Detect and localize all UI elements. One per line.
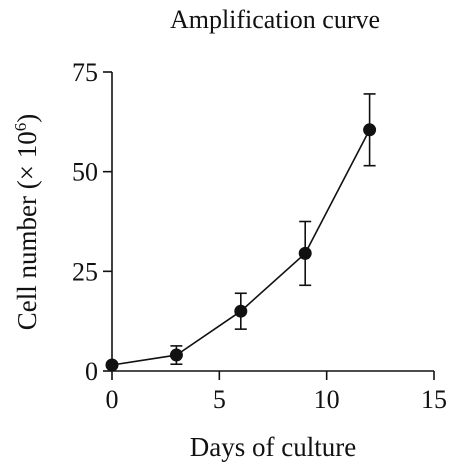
y-axis-label-end: ): [12, 114, 42, 123]
y-tick-label: 25: [72, 257, 98, 286]
chart-title: Amplification curve: [170, 5, 380, 34]
data-point: [105, 358, 119, 372]
axes: 0 5 10 15 0 25 50 75: [72, 58, 447, 414]
y-axis-label-main: Cell number (× 10: [12, 131, 42, 330]
data-point: [169, 348, 183, 362]
x-tick-label: 15: [421, 385, 447, 414]
data-point: [298, 246, 312, 260]
y-tick-label: 50: [72, 158, 98, 187]
y-axis-label-superscript: 6: [11, 123, 30, 132]
y-tick-label: 75: [72, 58, 98, 87]
x-tick-label: 0: [106, 385, 119, 414]
x-tick-label: 10: [314, 385, 340, 414]
data-point: [363, 123, 377, 137]
data-point: [234, 304, 248, 318]
x-axis-label: Days of culture: [190, 432, 356, 462]
y-axis-label: Cell number (× 106): [11, 114, 42, 330]
y-tick-label: 0: [85, 357, 98, 386]
data-series: [105, 93, 377, 372]
x-tick-label: 5: [213, 385, 226, 414]
